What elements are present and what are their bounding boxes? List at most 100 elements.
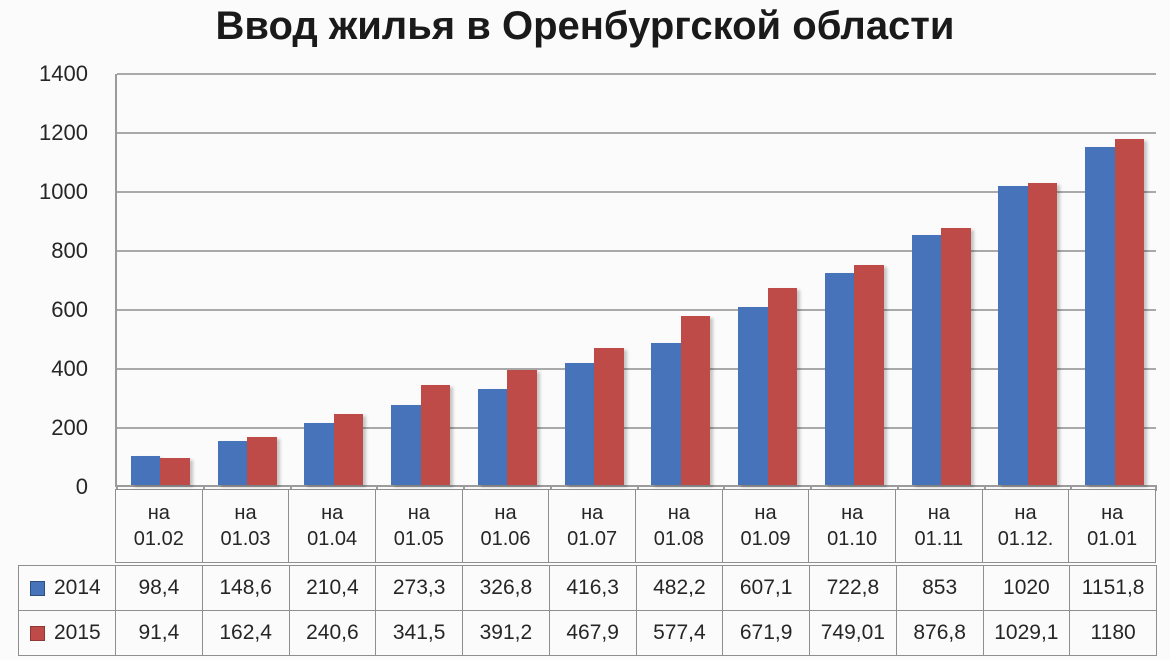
bar-2014 — [911, 234, 942, 485]
data-table: 2014 98,4 148,6 210,4 273,3 326,8 416,3 482,2 60… — [18, 565, 1157, 656]
category-cell: на 01.04 — [289, 490, 375, 562]
gridline — [117, 132, 1156, 134]
y-tick-label: 0 — [75, 474, 88, 499]
y-tick-label: 200 — [51, 415, 88, 440]
value-cell-2014: 98,4 — [116, 566, 202, 610]
category-label-line1: на — [927, 502, 950, 524]
value-cell-2015: 162,4 — [202, 611, 289, 655]
bar-2015 — [1114, 138, 1145, 485]
bar-group — [291, 74, 378, 485]
value-cell-2014: 722,8 — [810, 566, 896, 610]
y-tick-label: 800 — [51, 238, 88, 263]
gridline — [117, 309, 1156, 311]
value-cell-2015: 1029,1 — [983, 611, 1070, 655]
bar-group — [117, 74, 204, 485]
gridline — [117, 73, 1156, 75]
bar-2014 — [217, 441, 248, 485]
legend-label-2014: 2014 — [54, 576, 101, 599]
value-cell-2014: 416,3 — [549, 566, 636, 610]
value-cell-2015: 1180 — [1070, 611, 1156, 655]
category-label-line2: 01.04 — [307, 528, 358, 550]
category-label-line2: 01.02 — [133, 528, 184, 550]
gridline — [117, 427, 1156, 429]
bar-group — [377, 74, 464, 485]
bar-group — [985, 74, 1072, 485]
gridline — [117, 368, 1156, 370]
value-cell-2015: 577,4 — [636, 611, 723, 655]
legend-cell-2015: 2015 — [19, 611, 115, 655]
y-tick-label: 600 — [51, 297, 88, 322]
x-tick-mark — [810, 485, 812, 491]
gridline — [117, 250, 1156, 252]
category-cell: на 01.06 — [462, 490, 549, 562]
value-cell-2014: 607,1 — [723, 566, 809, 610]
category-label-line1: на — [754, 502, 777, 524]
bar-2015 — [160, 458, 190, 485]
category-label-line2: 01.09 — [740, 528, 791, 550]
value-cell-2015: 91,4 — [116, 611, 202, 655]
y-tick-label: 1400 — [39, 61, 88, 86]
value-cell-2014: 273,3 — [376, 566, 462, 610]
legend-key-2014 — [30, 580, 45, 596]
bar-2014 — [304, 423, 334, 485]
category-label-line1: на — [1101, 502, 1124, 524]
bar-2014 — [651, 343, 681, 485]
value-cell-2014: 210,4 — [289, 566, 376, 610]
y-tick-label: 400 — [51, 356, 88, 381]
bar-group — [551, 74, 638, 485]
y-tick-label: 1000 — [39, 179, 88, 204]
y-tick-label: 1200 — [39, 120, 88, 145]
x-tick-mark — [202, 485, 205, 491]
x-axis-ticks-layer — [116, 74, 1157, 491]
value-cell-2015: 341,5 — [376, 611, 462, 655]
category-cell: на 01.08 — [635, 490, 722, 562]
category-label-line2: 01.06 — [480, 528, 531, 550]
bar-group — [464, 74, 551, 485]
category-cell: на 01.02 — [116, 490, 202, 562]
category-label-line1: на — [407, 502, 430, 524]
bar-group — [724, 74, 811, 485]
category-label-line1: на — [234, 502, 257, 524]
value-cell-2014: 1151,8 — [1070, 566, 1156, 610]
value-cell-2014: 853 — [896, 566, 983, 610]
category-cell: на 01.12. — [982, 490, 1069, 562]
category-label-line1: на — [494, 502, 517, 524]
bar-2014 — [130, 456, 161, 485]
bar-group — [204, 74, 291, 485]
category-label-line1: на — [321, 502, 344, 524]
category-label-line2: 01.07 — [567, 528, 618, 550]
x-tick-mark — [463, 485, 465, 491]
x-tick-mark — [376, 485, 379, 491]
category-label-line1: на — [841, 502, 864, 524]
category-cell: на 01.07 — [549, 490, 635, 562]
bar-2014 — [738, 306, 768, 485]
bar-group — [1071, 74, 1158, 485]
bar-2014 — [1085, 146, 1115, 485]
bar-2015 — [594, 347, 624, 485]
value-cell-2014: 326,8 — [463, 566, 549, 610]
x-tick-mark — [1155, 485, 1157, 491]
category-label-line2: 01.05 — [393, 528, 444, 550]
value-cell-2015: 467,9 — [549, 611, 636, 655]
plot-area — [115, 73, 1158, 491]
legend-label-2015: 2015 — [54, 621, 101, 644]
bar-2015 — [680, 315, 711, 485]
category-cell: на 01.01 — [1069, 490, 1155, 562]
value-cell-2015: 671,9 — [723, 611, 809, 655]
bar-2014 — [998, 185, 1028, 485]
category-label-line2: 01.01 — [1087, 528, 1138, 550]
category-label-line2: 01.03 — [220, 528, 271, 550]
category-label-line1: на — [147, 502, 170, 524]
legend-cell-2014: 2014 — [19, 566, 115, 610]
value-cell-2015: 391,2 — [463, 611, 549, 655]
bar-2014 — [824, 272, 855, 485]
gridline — [117, 191, 1156, 193]
category-cell: на 01.03 — [202, 490, 289, 562]
value-cell-2015: 749,01 — [810, 611, 896, 655]
value-cell-2014: 1020 — [983, 566, 1070, 610]
value-cell-2014: 148,6 — [202, 566, 289, 610]
x-tick-mark — [549, 485, 552, 491]
x-tick-mark — [983, 485, 986, 491]
x-tick-mark — [636, 485, 639, 491]
